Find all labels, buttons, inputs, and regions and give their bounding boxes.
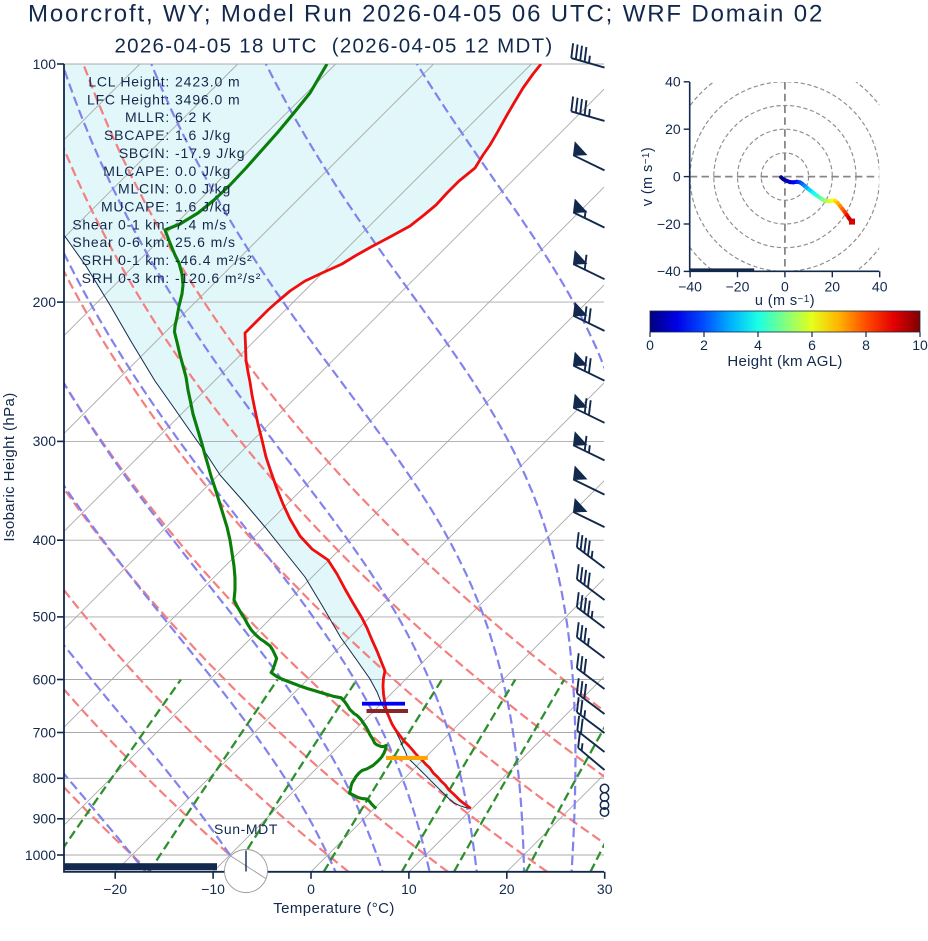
svg-text:MLLR:: MLLR: <box>125 109 170 125</box>
svg-text:200: 200 <box>33 294 57 310</box>
svg-text:10: 10 <box>401 881 417 897</box>
svg-text:4: 4 <box>754 337 762 353</box>
svg-text:−20: −20 <box>103 881 127 897</box>
svg-text:Moorcroft, WY; Model Run 2026-: Moorcroft, WY; Model Run 2026-04-05 06 U… <box>28 1 824 28</box>
svg-text:Height (km AGL): Height (km AGL) <box>727 353 842 370</box>
svg-text:SRH 0-3 km:: SRH 0-3 km: <box>82 270 170 286</box>
svg-text:0: 0 <box>307 881 315 897</box>
svg-text:6: 6 <box>808 337 816 353</box>
svg-text:100: 100 <box>33 56 57 72</box>
svg-text:−20: −20 <box>657 216 681 232</box>
svg-text:40: 40 <box>872 278 888 294</box>
svg-text:SRH 0-1 km:: SRH 0-1 km: <box>82 252 170 268</box>
svg-text:-120.6 m²/s²: -120.6 m²/s² <box>175 270 261 286</box>
svg-text:−40: −40 <box>678 278 702 294</box>
svg-text:7.4 m/s: 7.4 m/s <box>175 216 227 232</box>
svg-text:−40: −40 <box>657 263 681 279</box>
svg-text:20: 20 <box>665 121 681 137</box>
svg-text:Isobaric Height (hPa): Isobaric Height (hPa) <box>1 392 18 541</box>
svg-text:1.6 J/kg: 1.6 J/kg <box>175 127 231 143</box>
svg-text:-17.9 J/kg: -17.9 J/kg <box>175 145 245 161</box>
svg-text:−20: −20 <box>726 278 750 294</box>
svg-text:20: 20 <box>825 278 841 294</box>
svg-text:30: 30 <box>597 881 613 897</box>
svg-text:0: 0 <box>781 278 789 294</box>
svg-text:0: 0 <box>646 337 654 353</box>
svg-text:20: 20 <box>499 881 515 897</box>
svg-text:6.2 K: 6.2 K <box>175 109 212 125</box>
svg-text:900: 900 <box>33 811 57 827</box>
svg-text:600: 600 <box>33 671 57 687</box>
svg-text:3496.0 m: 3496.0 m <box>175 91 241 107</box>
svg-text:0: 0 <box>673 168 681 184</box>
svg-text:-46.4 m²/s²: -46.4 m²/s² <box>175 252 253 268</box>
svg-text:700: 700 <box>33 724 57 740</box>
svg-text:−10: −10 <box>201 881 225 897</box>
svg-text:MLCAPE:: MLCAPE: <box>103 163 170 179</box>
svg-text:500: 500 <box>33 609 57 625</box>
svg-text:800: 800 <box>33 770 57 786</box>
svg-text:1.6 J/kg: 1.6 J/kg <box>175 199 231 215</box>
svg-text:0.0 J/kg: 0.0 J/kg <box>175 163 231 179</box>
svg-text:8: 8 <box>862 337 870 353</box>
svg-text:400: 400 <box>33 532 57 548</box>
svg-text:300: 300 <box>33 433 57 449</box>
svg-text:25.6 m/s: 25.6 m/s <box>175 234 236 250</box>
svg-text:2423.0 m: 2423.0 m <box>175 74 241 90</box>
svg-text:SBCAPE:: SBCAPE: <box>104 127 170 143</box>
svg-text:0.0 J/kg: 0.0 J/kg <box>175 181 231 197</box>
svg-text:LFC Height:: LFC Height: <box>87 91 170 107</box>
svg-text:SBCIN:: SBCIN: <box>119 145 170 161</box>
svg-text:Shear 0-6 km:: Shear 0-6 km: <box>72 234 170 250</box>
svg-text:2026-04-05 18 UTC (2026-04-05: 2026-04-05 18 UTC (2026-04-05 12 MDT) <box>114 35 553 58</box>
svg-text:Shear 0-1 km:: Shear 0-1 km: <box>72 216 170 232</box>
svg-text:40: 40 <box>665 74 681 90</box>
svg-text:Sun-MDT: Sun-MDT <box>214 821 278 837</box>
svg-text:10: 10 <box>912 337 928 353</box>
svg-text:MUCAPE:: MUCAPE: <box>101 199 170 215</box>
svg-text:Temperature (°C): Temperature (°C) <box>273 900 395 917</box>
svg-text:LCL Height:: LCL Height: <box>88 74 170 90</box>
svg-text:1000: 1000 <box>25 847 56 863</box>
svg-text:MLCIN:: MLCIN: <box>118 181 170 197</box>
svg-text:2: 2 <box>700 337 708 353</box>
